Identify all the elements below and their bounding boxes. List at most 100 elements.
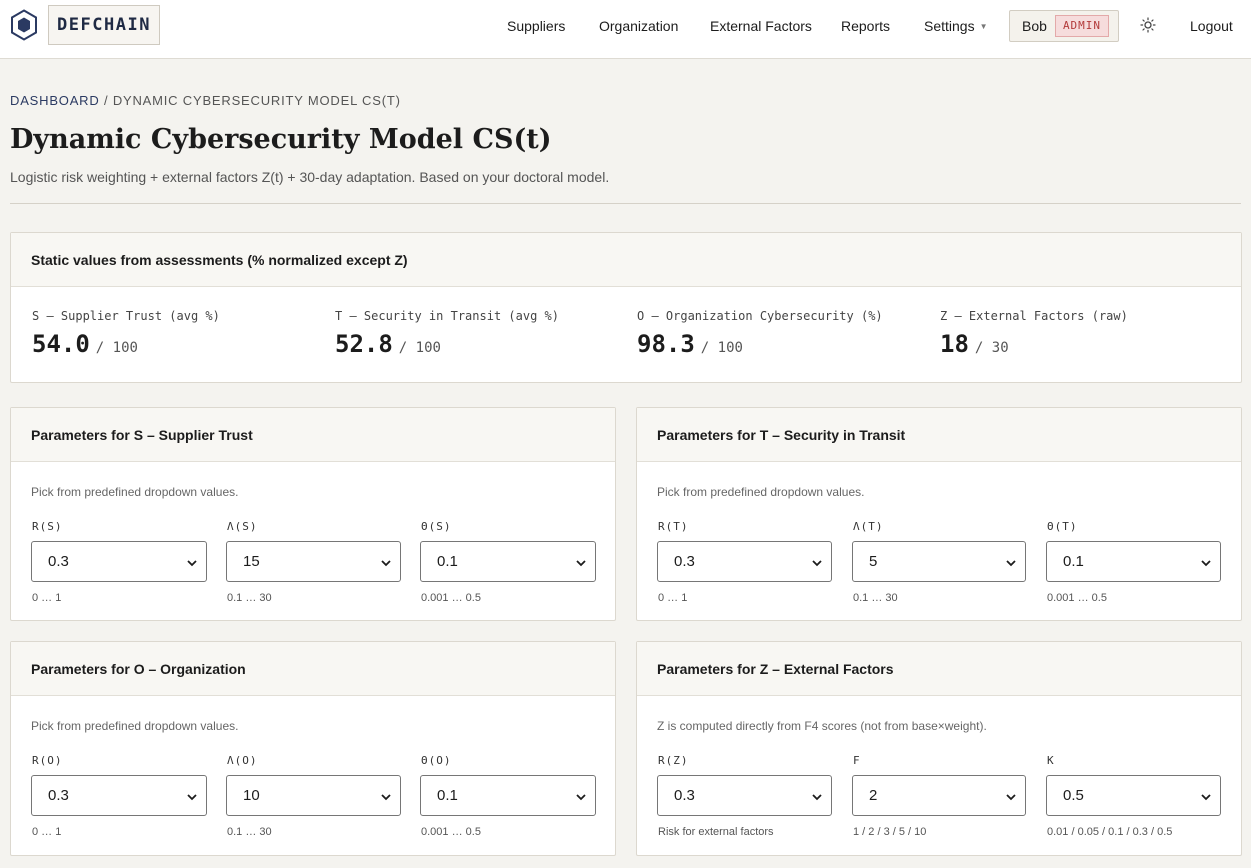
chevron-down-icon bbox=[1201, 794, 1211, 801]
select-r-t[interactable]: 0.3 bbox=[657, 541, 832, 582]
user-name: Bob bbox=[1022, 18, 1047, 34]
field-label-r-s: R(S) bbox=[32, 520, 63, 533]
card-title: Parameters for O – Organization bbox=[31, 661, 246, 677]
chevron-down-icon bbox=[187, 560, 197, 567]
field-label-r-o: R(O) bbox=[32, 754, 63, 767]
card-header: Parameters for T – Security in Transit bbox=[637, 408, 1241, 462]
field-label-theta-t: Θ(T) bbox=[1047, 520, 1078, 533]
select-value: 5 bbox=[869, 553, 878, 570]
stat-number: 52.8 bbox=[335, 330, 393, 358]
stat-value-o: 98.3 / 100 bbox=[637, 329, 743, 363]
field-hint: 0 … 1 bbox=[32, 826, 62, 838]
stat-value-s: 54.0 / 100 bbox=[32, 329, 138, 363]
select-lambda-s[interactable]: 15 bbox=[226, 541, 401, 582]
static-values-card: Static values from assessments (% normal… bbox=[10, 232, 1242, 383]
card-header: Parameters for O – Organization bbox=[11, 642, 615, 696]
select-k[interactable]: 0.5 bbox=[1046, 775, 1221, 816]
stat-value-z: 18 / 30 bbox=[940, 329, 1009, 363]
field-label-r-z: R(Z) bbox=[658, 754, 689, 767]
chevron-down-icon bbox=[187, 794, 197, 801]
chevron-down-icon bbox=[1006, 560, 1016, 567]
card-description: Pick from predefined dropdown values. bbox=[31, 719, 239, 733]
select-theta-o[interactable]: 0.1 bbox=[420, 775, 596, 816]
hexagon-logo-icon[interactable] bbox=[10, 9, 38, 41]
select-value: 0.1 bbox=[437, 553, 458, 570]
card-description: Pick from predefined dropdown values. bbox=[31, 485, 239, 499]
select-theta-t[interactable]: 0.1 bbox=[1046, 541, 1221, 582]
select-value: 10 bbox=[243, 787, 260, 804]
chevron-down-icon bbox=[381, 560, 391, 567]
params-card-o: Parameters for O – Organization Pick fro… bbox=[10, 641, 616, 856]
user-menu[interactable]: Bob ADMIN bbox=[1009, 10, 1119, 42]
field-label-r-t: R(T) bbox=[658, 520, 689, 533]
stat-label-z: Z — External Factors (raw) bbox=[940, 309, 1128, 323]
chevron-down-icon bbox=[812, 794, 822, 801]
card-title: Parameters for Z – External Factors bbox=[657, 661, 894, 677]
field-hint: 0.01 / 0.05 / 0.1 / 0.3 / 0.5 bbox=[1047, 826, 1173, 838]
card-title: Static values from assessments (% normal… bbox=[31, 252, 408, 268]
field-hint: 1 / 2 / 3 / 5 / 10 bbox=[853, 826, 927, 838]
params-card-z: Parameters for Z – External Factors Z is… bbox=[636, 641, 1242, 856]
stat-max: / 100 bbox=[398, 340, 441, 356]
brand-logo[interactable]: DEFCHAIN bbox=[48, 5, 160, 45]
logout-link[interactable]: Logout bbox=[1190, 18, 1233, 34]
card-description: Pick from predefined dropdown values. bbox=[657, 485, 865, 499]
card-description: Z is computed directly from F4 scores (n… bbox=[657, 719, 987, 733]
top-navbar: DEFCHAIN Suppliers Organization External… bbox=[0, 0, 1251, 59]
card-header: Parameters for Z – External Factors bbox=[637, 642, 1241, 696]
nav-suppliers[interactable]: Suppliers bbox=[507, 18, 566, 34]
field-hint: 0.1 … 30 bbox=[227, 592, 272, 604]
nav-settings[interactable]: Settings ▼ bbox=[924, 18, 988, 35]
field-label-f: F bbox=[853, 754, 861, 767]
select-r-o[interactable]: 0.3 bbox=[31, 775, 207, 816]
field-hint: Risk for external factors bbox=[658, 826, 774, 838]
sun-icon[interactable] bbox=[1140, 17, 1156, 33]
nav-organization[interactable]: Organization bbox=[599, 18, 679, 34]
field-hint: 0.1 … 30 bbox=[853, 592, 898, 604]
nav-reports[interactable]: Reports bbox=[841, 18, 891, 34]
stat-max: / 30 bbox=[974, 340, 1009, 356]
breadcrumb: DASHBOARD / DYNAMIC CYBERSECURITY MODEL … bbox=[10, 93, 401, 109]
stat-label-o: O — Organization Cybersecurity (%) bbox=[637, 309, 883, 323]
field-label-lambda-o: Λ(O) bbox=[227, 754, 258, 767]
breadcrumb-dashboard-link[interactable]: DASHBOARD bbox=[10, 93, 100, 108]
stat-label-s: S — Supplier Trust (avg %) bbox=[32, 309, 220, 323]
page-subtitle: Logistic risk weighting + external facto… bbox=[10, 169, 610, 185]
field-label-theta-s: Θ(S) bbox=[421, 520, 452, 533]
select-theta-s[interactable]: 0.1 bbox=[420, 541, 596, 582]
select-r-z[interactable]: 0.3 bbox=[657, 775, 832, 816]
select-value: 0.3 bbox=[48, 787, 69, 804]
breadcrumb-current: DYNAMIC CYBERSECURITY MODEL CS(T) bbox=[112, 93, 401, 108]
field-label-lambda-s: Λ(S) bbox=[227, 520, 258, 533]
select-lambda-t[interactable]: 5 bbox=[852, 541, 1026, 582]
select-value: 0.3 bbox=[48, 553, 69, 570]
select-f[interactable]: 2 bbox=[852, 775, 1026, 816]
stat-max: / 100 bbox=[700, 340, 743, 356]
params-card-t: Parameters for T – Security in Transit P… bbox=[636, 407, 1242, 621]
stat-label-t: T — Security in Transit (avg %) bbox=[335, 309, 559, 323]
header-divider bbox=[10, 203, 1241, 204]
nav-external-factors[interactable]: External Factors bbox=[710, 18, 812, 34]
breadcrumb-separator: / bbox=[103, 93, 109, 108]
field-hint: 0.001 … 0.5 bbox=[421, 826, 481, 838]
chevron-down-icon bbox=[576, 560, 586, 567]
chevron-down-icon bbox=[1201, 560, 1211, 567]
field-label-k: K bbox=[1047, 754, 1055, 767]
select-value: 0.3 bbox=[674, 553, 695, 570]
chevron-down-icon bbox=[812, 560, 822, 567]
card-header: Parameters for S – Supplier Trust bbox=[11, 408, 615, 462]
caret-down-icon: ▼ bbox=[979, 22, 988, 31]
stat-max: / 100 bbox=[95, 340, 138, 356]
select-value: 0.3 bbox=[674, 787, 695, 804]
field-label-theta-o: Θ(O) bbox=[421, 754, 452, 767]
field-hint: 0.001 … 0.5 bbox=[421, 592, 481, 604]
chevron-down-icon bbox=[1006, 794, 1016, 801]
select-r-s[interactable]: 0.3 bbox=[31, 541, 207, 582]
stat-number: 54.0 bbox=[32, 330, 90, 358]
field-hint: 0 … 1 bbox=[32, 592, 62, 604]
select-lambda-o[interactable]: 10 bbox=[226, 775, 401, 816]
field-hint: 0.001 … 0.5 bbox=[1047, 592, 1107, 604]
params-card-s: Parameters for S – Supplier Trust Pick f… bbox=[10, 407, 616, 621]
role-badge: ADMIN bbox=[1055, 15, 1109, 37]
select-value: 0.1 bbox=[437, 787, 458, 804]
